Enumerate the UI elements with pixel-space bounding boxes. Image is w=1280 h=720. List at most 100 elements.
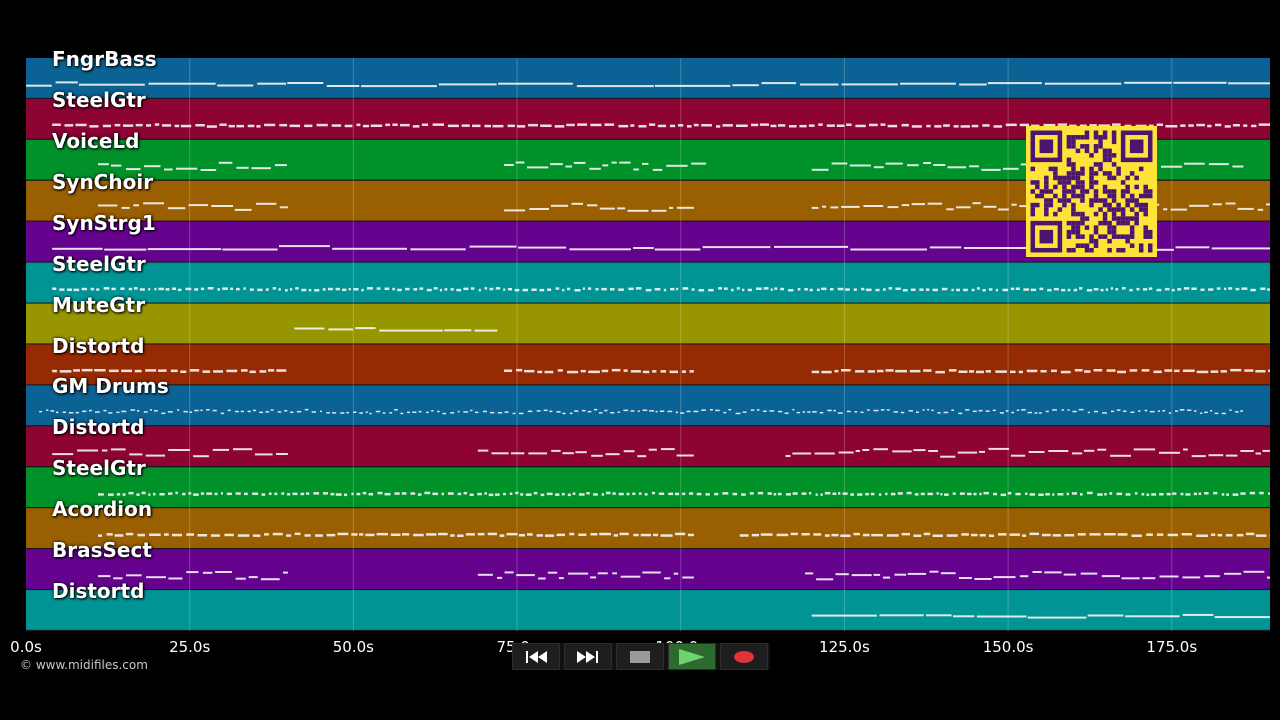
- note-event: [1259, 491, 1264, 495]
- note-event: [1212, 203, 1222, 206]
- note-event: [484, 287, 488, 290]
- note-event: [1246, 532, 1255, 536]
- note-event: [657, 124, 667, 128]
- note-event: [702, 246, 771, 249]
- note-event: [52, 287, 57, 290]
- note-event: [934, 125, 942, 128]
- note-event: [742, 288, 745, 292]
- note-event: [1236, 533, 1244, 537]
- note-event: [228, 124, 235, 128]
- track-bands: [26, 58, 1270, 632]
- fast-forward-button[interactable]: [564, 643, 612, 670]
- track-label: Acordion: [52, 497, 153, 522]
- note-event: [886, 534, 899, 537]
- note-event: [432, 492, 438, 496]
- note-event: [785, 455, 791, 457]
- note-event: [931, 409, 934, 412]
- note-event: [590, 123, 602, 127]
- qr-code-image[interactable]: [1026, 126, 1157, 257]
- note-event: [654, 84, 731, 87]
- note-event: [1002, 288, 1009, 292]
- note-event: [540, 493, 545, 497]
- note-event: [340, 412, 345, 414]
- note-event: [940, 493, 943, 496]
- note-event: [503, 492, 506, 496]
- note-event: [52, 453, 74, 456]
- note-event: [488, 493, 494, 497]
- stop-button[interactable]: [616, 643, 664, 670]
- note-event: [1180, 124, 1186, 127]
- note-event: [971, 288, 975, 292]
- note-event: [638, 125, 647, 128]
- note-event: [566, 123, 575, 127]
- note-event: [1097, 448, 1107, 451]
- note-event: [279, 206, 288, 209]
- note-event: [507, 124, 515, 128]
- note-event: [773, 493, 777, 496]
- note-event: [651, 491, 656, 495]
- note-event: [1029, 532, 1039, 536]
- note-event: [869, 123, 878, 127]
- note-event: [870, 492, 875, 496]
- note-event: [180, 124, 192, 128]
- note-event: [1105, 288, 1109, 291]
- note-event: [243, 287, 246, 290]
- note-event: [1034, 412, 1038, 414]
- rewind-button[interactable]: [512, 643, 560, 670]
- note-event: [777, 492, 782, 496]
- note-event: [1208, 288, 1214, 291]
- note-event: [731, 288, 734, 292]
- note-event: [211, 205, 233, 207]
- note-event: [770, 124, 777, 128]
- note-event: [911, 125, 922, 128]
- note-event: [575, 451, 587, 454]
- note-event: [623, 409, 629, 412]
- note-event: [1138, 410, 1141, 412]
- note-event: [895, 287, 901, 290]
- note-event: [841, 369, 851, 372]
- note-event: [412, 125, 420, 128]
- track-label: Distortd: [52, 579, 145, 604]
- note-event: [545, 534, 555, 537]
- note-event: [515, 491, 519, 495]
- note-event: [351, 533, 358, 536]
- note-event: [1144, 409, 1148, 412]
- note-event: [286, 534, 292, 537]
- track-band: [26, 549, 1270, 590]
- note-event: [1123, 410, 1127, 412]
- note-event: [368, 493, 374, 496]
- note-event: [81, 368, 93, 372]
- note-event: [784, 412, 789, 414]
- note-event: [188, 204, 209, 207]
- note-event: [887, 206, 899, 209]
- note-event: [885, 492, 888, 496]
- note-event: [932, 288, 938, 292]
- note-event: [153, 492, 156, 496]
- note-event: [1143, 288, 1148, 291]
- note-event: [469, 493, 474, 496]
- note-event: [971, 533, 978, 537]
- note-event: [527, 533, 533, 536]
- note-event: [822, 205, 827, 208]
- note-event: [876, 369, 884, 373]
- note-event: [527, 166, 549, 169]
- note-event: [108, 412, 113, 414]
- note-event: [750, 409, 755, 411]
- note-event: [164, 168, 173, 171]
- note-event: [830, 288, 834, 291]
- note-event: [732, 492, 738, 496]
- play-button[interactable]: [668, 643, 716, 670]
- note-event: [195, 124, 205, 127]
- record-button[interactable]: [720, 643, 768, 670]
- note-event: [1038, 493, 1044, 496]
- note-event: [146, 576, 166, 579]
- note-event: [853, 288, 857, 291]
- note-event: [536, 410, 541, 412]
- note-event: [610, 288, 615, 291]
- note-event: [668, 492, 674, 496]
- note-event: [880, 123, 886, 126]
- note-event: [888, 287, 893, 290]
- note-event: [1021, 409, 1026, 411]
- note-event: [294, 532, 301, 536]
- note-event: [658, 492, 665, 495]
